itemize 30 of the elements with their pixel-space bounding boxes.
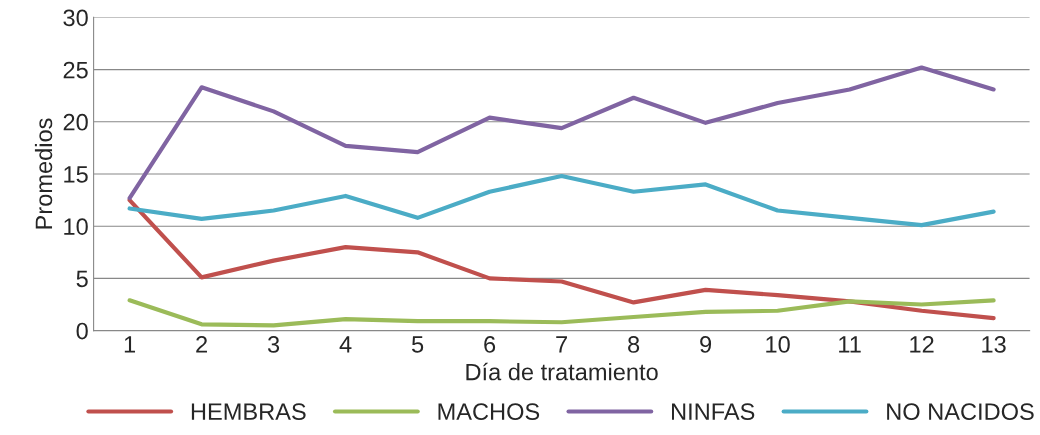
y-tick-label: 25: [63, 61, 88, 79]
x-axis-title: Día de tratamiento: [466, 362, 658, 381]
legend-label: NINFAS: [672, 403, 755, 421]
y-tick-label: 0: [76, 322, 88, 340]
line-series: [127, 65, 996, 201]
x-tick-label: 1: [124, 336, 136, 353]
y-axis-title: Promedios: [34, 118, 53, 229]
x-tick-label: 5: [411, 336, 424, 353]
x-tick-label: 10: [766, 336, 790, 353]
legend-label: MACHOS: [438, 403, 540, 421]
line-series: [127, 198, 996, 321]
y-tick-label: 15: [64, 166, 88, 183]
y-tick-label: 20: [63, 113, 88, 131]
x-tick-label: 2: [196, 336, 207, 353]
y-tick-label: 5: [76, 270, 88, 288]
legend-label: NO NACIDOS: [887, 403, 1034, 421]
line-series: [127, 174, 996, 228]
x-tick-label: 12: [910, 336, 934, 353]
x-tick-label: 8: [628, 336, 640, 353]
x-tick-label: 7: [556, 336, 567, 353]
y-tick-label: 30: [63, 9, 88, 27]
line-series: [127, 298, 996, 328]
x-tick-label: 6: [484, 336, 496, 353]
x-tick-label: 3: [267, 336, 280, 353]
legend-label: HEMBRAS: [191, 403, 306, 421]
x-tick-label: 9: [700, 336, 712, 353]
x-tick-label: 11: [839, 336, 861, 353]
y-tick-label: 10: [64, 218, 88, 235]
x-tick-label: 13: [982, 336, 1006, 353]
x-tick-label: 4: [339, 336, 352, 353]
